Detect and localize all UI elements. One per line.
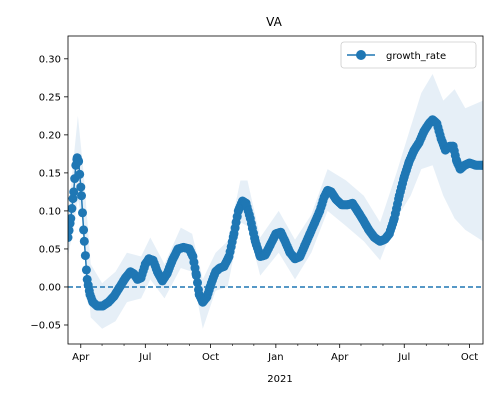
x-tick-label: Oct [202, 352, 219, 363]
series-point [80, 251, 90, 261]
series-point [193, 278, 202, 288]
series-points-growth-rate [68, 115, 483, 311]
y-tick-label: −0.05 [30, 320, 61, 331]
series-point [75, 169, 85, 179]
legend-marker [356, 50, 366, 60]
x-tick-label: Apr [72, 352, 90, 363]
series-point [191, 271, 201, 281]
y-tick-label: 0.05 [39, 244, 61, 255]
y-axis: −0.05 0.00 0.05 0.10 0.15 0.20 0.25 0.30 [30, 54, 68, 331]
y-tick-label: 0.20 [39, 130, 61, 141]
legend-entry-growth-rate: growth_rate [386, 51, 446, 62]
series-point [68, 194, 78, 204]
y-tick-label: 0.25 [39, 92, 61, 103]
series-point [76, 182, 86, 192]
series-point [478, 160, 483, 170]
y-tick-label: 0.00 [39, 282, 61, 293]
series-point [77, 191, 86, 201]
legend-box [340, 41, 477, 69]
series-point [78, 208, 87, 218]
series-point [68, 214, 76, 223]
series-point [69, 187, 79, 197]
y-tick-label: 0.30 [39, 54, 61, 65]
x-axis: Apr Jul Oct Jan Apr Jul Oct [72, 344, 478, 363]
plot-area [68, 74, 483, 329]
series-point [68, 225, 74, 235]
series-point [68, 204, 77, 213]
series-point [74, 157, 84, 166]
x-axis-year-label: 2021 [267, 374, 292, 385]
series-point [79, 225, 89, 235]
x-tick-label: Apr [331, 352, 349, 363]
series-point [79, 236, 89, 246]
y-tick-label: 0.10 [39, 206, 61, 217]
x-tick-label: Oct [461, 352, 478, 363]
x-tick-label: Jul [397, 352, 410, 363]
chart-title: VA [266, 15, 282, 29]
x-tick-label: Jul [138, 352, 151, 363]
x-tick-label: Jan [267, 352, 283, 363]
y-tick-label: 0.15 [39, 168, 61, 179]
legend: growth_rate [340, 41, 477, 69]
series-point [68, 233, 73, 242]
series-point [81, 265, 91, 275]
